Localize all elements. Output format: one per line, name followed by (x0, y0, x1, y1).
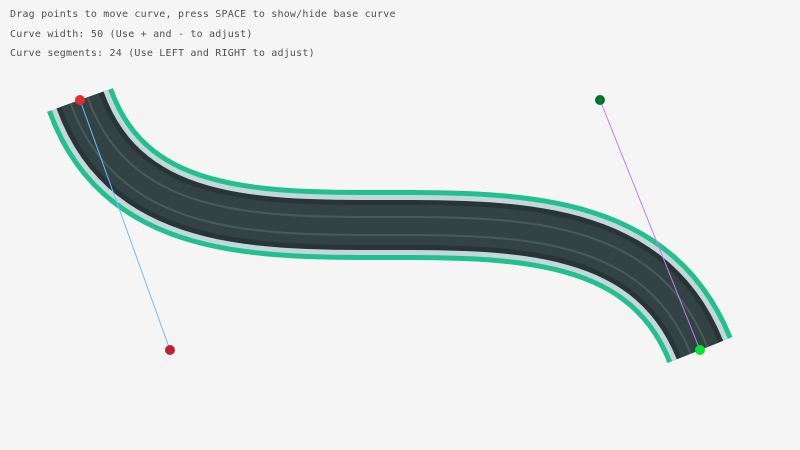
end-control-handle[interactable] (595, 95, 605, 105)
start-point-handle[interactable] (75, 95, 85, 105)
end-handle-line (599, 99, 701, 351)
curve-segments-label: Curve segments: 24 (Use LEFT and RIGHT t… (10, 48, 315, 59)
start-handle-line (79, 99, 171, 351)
curve-width-label: Curve width: 50 (Use + and - to adjust) (10, 29, 253, 40)
start-control-handle[interactable] (165, 345, 175, 355)
end-point-handle[interactable] (695, 345, 705, 355)
road-surface (61, 93, 719, 358)
instructions-drag: Drag points to move curve, press SPACE t… (10, 9, 396, 20)
lane-line (69, 103, 692, 355)
lane-line (86, 96, 709, 348)
